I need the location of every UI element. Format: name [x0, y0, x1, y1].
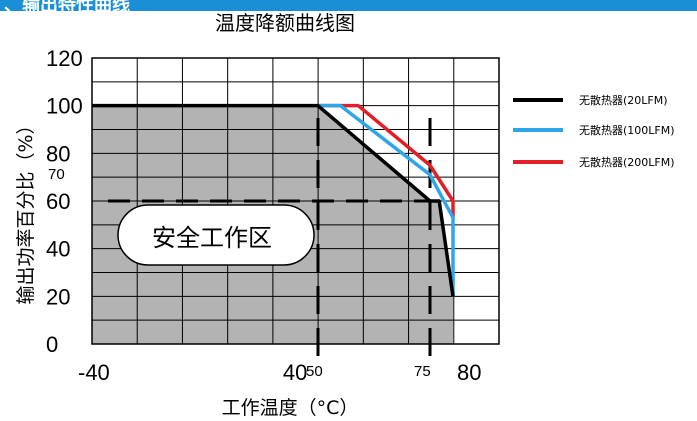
y-axis-label: 输出功率百分比（%） — [15, 115, 37, 304]
x-tick-label: 50 — [306, 363, 323, 380]
y-tick-label: 60 — [46, 189, 70, 214]
section-banner-text: 、输出特性曲线 — [4, 0, 130, 16]
legend-label-3: 无散热器(200LFM) — [579, 155, 675, 169]
x-tick-label: -40 — [78, 360, 110, 385]
series-line-2 — [318, 103, 455, 297]
plot-frame — [91, 57, 500, 345]
chart-title: 温度降额曲线图 — [215, 11, 355, 35]
y-tick-label: 120 — [46, 46, 83, 71]
safe-zone-label: 安全工作区 — [152, 224, 272, 252]
plot-area: 安全工作区 — [91, 57, 500, 356]
legend-label-1: 无散热器(20LFM) — [579, 93, 668, 107]
series-line-3 — [318, 103, 455, 218]
section-banner: 、输出特性曲线 — [0, 0, 697, 16]
y-tick-label: 80 — [46, 141, 70, 166]
y-tick-label: 40 — [46, 237, 70, 262]
x-axis-label: 工作温度（°C） — [222, 397, 359, 419]
y-tick-label: 70 — [48, 166, 65, 183]
legend-label-2: 无散热器(100LFM) — [579, 123, 675, 137]
y-tick-label: 20 — [46, 284, 70, 309]
x-tick-label: 75 — [414, 363, 431, 380]
safe-zone-bubble — [117, 204, 315, 266]
series-line-1 — [92, 103, 455, 297]
x-tick-label: 40 — [283, 360, 307, 385]
legend: 无散热器(20LFM) 无散热器(100LFM) 无散热器(200LFM) — [513, 93, 675, 169]
y-tick-label: 100 — [46, 94, 83, 119]
x-tick-label: 80 — [457, 360, 481, 385]
y-tick-label: 0 — [46, 332, 58, 357]
